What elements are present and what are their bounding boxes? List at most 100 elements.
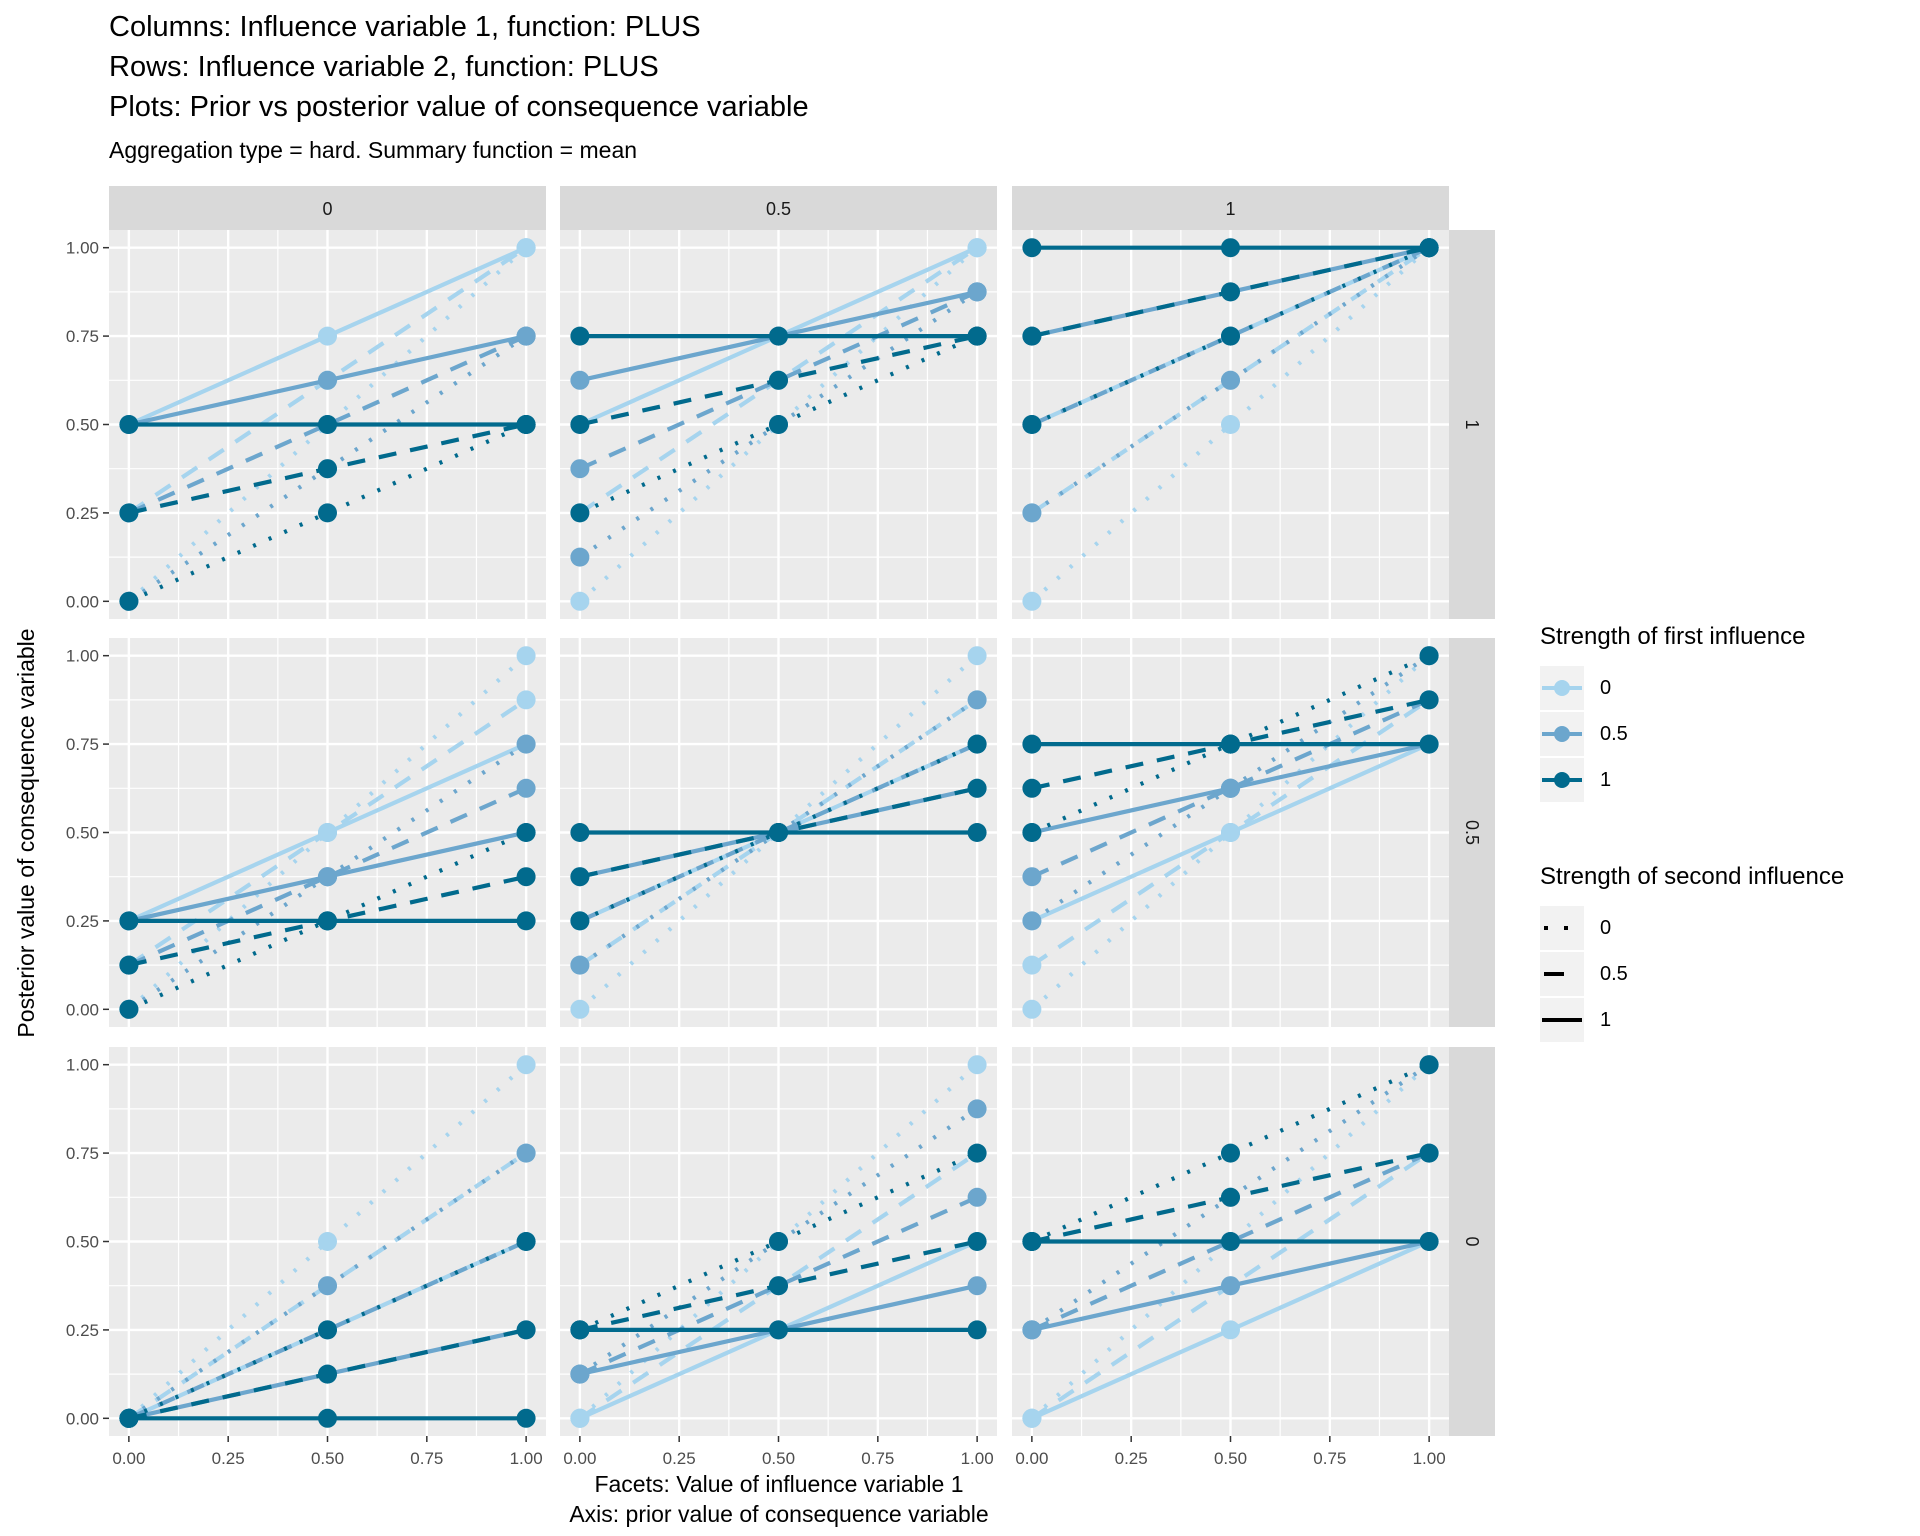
column-strip [1012,186,1449,230]
y-tick-label: 0.75 [66,735,99,754]
data-point-s1-1-s2-1 [1022,1232,1042,1251]
data-point-s1-1-s2-0 [1022,415,1042,434]
y-tick-label: 1.00 [66,1056,99,1075]
x-tick-label: 0.75 [410,1449,443,1468]
subtitle: Aggregation type = hard. Summary functio… [109,137,638,163]
data-point-s1-1-s2-1 [967,326,987,346]
series-line-s1-0.5-s2-0.5 [128,334,527,515]
data-point-s1-1-s2-0 [1022,823,1042,842]
data-point-s1-1-s2-0.5 [1419,1143,1439,1163]
data-point-s1-1-s2-1 [119,911,139,931]
x-tick-label: 0.50 [311,1449,344,1468]
data-point-s1-1-s2-1 [769,1320,788,1340]
column-strip-label: 0 [322,199,332,219]
data-point-s1-0-s2-0 [967,646,987,666]
data-point-s1-1-s2-0.5 [119,955,139,975]
data-point-s1-1-s2-0 [769,1232,788,1251]
data-point-s1-0.5-s2-1 [967,1276,987,1296]
data-point-s1-1-s2-1 [1022,734,1042,754]
data-point-s1-0.5-s2-0 [967,1099,987,1119]
data-point-s1-1-s2-1 [1419,734,1439,754]
data-point-s1-0-s2-0 [516,1055,536,1075]
data-point-s1-0.5-s2-1 [1022,1320,1042,1340]
y-tick-label: 0.25 [66,504,99,523]
data-point-s1-0.5-s2-1 [1221,778,1240,798]
x-axis-title-line-1: Facets: Value of influence variable 1 [594,1471,963,1497]
data-point-s1-0.5-s2-1 [967,282,987,302]
data-point-s1-1-s2-1 [318,1408,337,1428]
legend-linetype-key-2 [1540,998,1584,1042]
data-point-s1-1-s2-1 [1221,1232,1240,1251]
x-tick-label: 0.50 [1214,1449,1247,1468]
data-point-s1-0-s2-1 [570,1408,590,1428]
y-axis-title: Posterior value of consequence variable [13,628,39,1037]
data-point-s1-0.5-s2-0 [1221,370,1240,390]
data-point-s1-0-s2-1 [1221,1320,1240,1340]
data-point-s1-1-s2-1 [318,911,337,931]
data-point-s1-1-s2-0 [570,503,590,523]
legend-linetype-label-0: 0 [1600,917,1612,939]
data-point-s1-1-s2-0 [967,734,987,754]
data-point-s1-1-s2-0 [1419,1055,1439,1075]
data-point-s1-0.5-s2-1 [570,370,590,390]
data-point-s1-1-s2-0.5 [318,1364,337,1384]
x-tick-label: 0.00 [563,1449,596,1468]
data-point-s1-0-s2-0 [1022,999,1042,1019]
column-strip-label: 0.5 [766,199,791,219]
column-strip [109,186,546,230]
data-point-s1-1-s2-1 [318,415,337,434]
data-point-s1-0-s2-1 [1022,1408,1042,1428]
data-point-s1-1-s2-0 [769,415,788,434]
legend-color-label-1: 0.5 [1600,723,1628,745]
data-point-s1-1-s2-0.5 [119,503,139,523]
x-tick-label: 0.75 [861,1449,894,1468]
data-point-s1-1-s2-0.5 [516,1320,536,1340]
x-tick-label: 0.25 [212,1449,245,1468]
legend-color-key-0 [1540,666,1584,710]
data-point-s1-0-s2-1 [318,326,337,346]
data-point-s1-1-s2-0.5 [769,1276,788,1296]
data-point-s1-1-s2-0 [1221,1143,1240,1163]
y-tick-label: 0.00 [66,592,99,611]
data-point-s1-1-s2-1 [516,1408,536,1428]
legend-linetype-key-0 [1540,906,1584,950]
legend-color-key-2 [1540,758,1584,802]
data-point-s1-0.5-s2-1 [318,867,337,887]
y-tick-label: 0.25 [66,1321,99,1340]
data-point-s1-1-s2-0 [1221,326,1240,346]
data-point-s1-0.5-s2-0.5 [967,1187,987,1207]
data-point-s1-1-s2-0.5 [318,459,337,479]
data-point-s1-1-s2-1 [1221,238,1240,258]
data-point-s1-1-s2-0.5 [570,415,590,434]
data-point-s1-0.5-s2-0 [1022,911,1042,931]
series-line-s1-0-s2-0 [127,1063,528,1420]
y-tick-label: 1.00 [66,647,99,666]
legend-linetype-key-1 [1540,952,1584,996]
data-point-s1-1-s2-0 [516,823,536,842]
y-tick-label: 0.00 [66,1000,99,1019]
data-point-s1-0-s2-0 [516,646,536,666]
data-point-s1-1-s2-0.5 [967,778,987,798]
data-point-s1-1-s2-0 [1419,646,1439,666]
data-point-s1-1-s2-1 [570,1320,590,1340]
data-point-s1-0.5-s2-0 [570,547,590,567]
series-line-s1-0-s2-0 [127,246,528,603]
data-point-s1-0-s2-1 [1221,823,1240,842]
row-strip-label: 0 [1462,1236,1482,1246]
y-tick-label: 0.25 [66,912,99,931]
data-point-s1-1-s2-1 [119,415,139,434]
data-point-s1-0.5-s2-1 [1221,1276,1240,1296]
x-tick-label: 0.50 [762,1449,795,1468]
x-tick-label: 1.00 [1413,1449,1446,1468]
data-point-s1-1-s2-1 [967,823,987,842]
series-line-s1-0-s2-0 [578,654,979,1011]
data-point-s1-1-s2-0.5 [1419,690,1439,710]
series-line-s1-0.5-s2-0.5 [1031,245,1430,427]
data-point-s1-1-s2-0.5 [516,867,536,887]
data-point-s1-1-s2-1 [516,911,536,931]
data-point-s1-1-s2-1 [570,823,590,842]
data-point-s1-1-s2-0.5 [967,1232,987,1251]
data-point-s1-1-s2-1 [119,1408,139,1428]
data-point-s1-0-s2-1 [516,238,536,258]
